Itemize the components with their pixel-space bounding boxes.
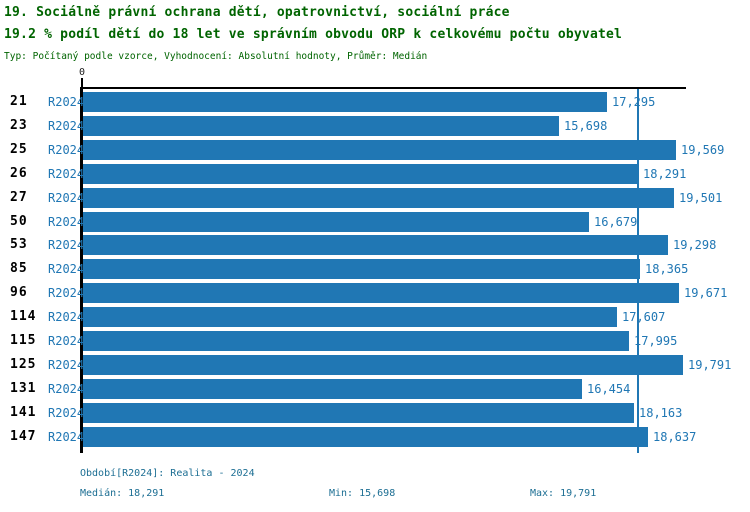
bar-value-label: 17,607 [622,310,666,324]
row-series-label: R2024 [48,95,85,109]
bar [83,164,638,184]
row-series-label: R2024 [48,430,85,444]
bar [83,235,668,255]
row-category-label: 27 [10,190,28,205]
bar [83,92,607,112]
bar [83,379,582,399]
bar [83,259,640,279]
row-series-label: R2024 [48,191,85,205]
x-axis-line [81,87,686,89]
row-category-label: 85 [10,261,28,276]
bar-value-label: 18,365 [645,262,689,276]
row-series-label: R2024 [48,358,85,372]
row-category-label: 50 [10,214,28,229]
row-series-label: R2024 [48,334,85,348]
bar [83,427,648,447]
row-series-label: R2024 [48,119,85,133]
bar [83,307,617,327]
row-category-label: 141 [10,405,37,420]
row-category-label: 21 [10,94,28,109]
row-series-label: R2024 [48,167,85,181]
bar [83,283,679,303]
row-category-label: 53 [10,237,28,252]
bar-value-label: 16,454 [587,382,631,396]
bar-value-label: 19,501 [679,191,723,205]
row-category-label: 131 [10,381,37,396]
bar-value-label: 15,698 [564,119,608,133]
row-series-label: R2024 [48,310,85,324]
bar [83,212,589,232]
bar [83,116,559,136]
footer-min: Min: 15,698 [329,488,396,499]
bar-value-label: 18,163 [639,406,683,420]
footer-period: Období[R2024]: Realita - 2024 [80,468,255,479]
bar [83,355,683,375]
row-series-label: R2024 [48,406,85,420]
footer-median: Medián: 18,291 [80,488,165,499]
bar-value-label: 18,637 [653,430,697,444]
row-category-label: 23 [10,118,28,133]
bar [83,403,634,423]
report-meta: Typ: Počítaný podle vzorce, Vyhodnocení:… [4,51,428,62]
row-series-label: R2024 [48,286,85,300]
row-category-label: 25 [10,142,28,157]
x-axis-tick [81,78,83,88]
bar-value-label: 16,679 [594,215,638,229]
bar-value-label: 19,671 [684,286,728,300]
bar-value-label: 19,298 [673,238,717,252]
y-axis-line [80,87,83,453]
bar-value-label: 17,295 [612,95,656,109]
row-category-label: 26 [10,166,28,181]
bar-value-label: 19,791 [688,358,732,372]
bar [83,188,674,208]
row-category-label: 96 [10,285,28,300]
bar [83,331,629,351]
x-axis-tick-label: 0 [78,67,86,78]
report-subtitle: 19.2 % podíl dětí do 18 let ve správním … [4,27,623,42]
row-series-label: R2024 [48,262,85,276]
footer-max: Max: 19,791 [530,488,597,499]
bar-value-label: 19,569 [681,143,725,157]
row-series-label: R2024 [48,215,85,229]
row-series-label: R2024 [48,238,85,252]
report-title: 19. Sociálně právní ochrana dětí, opatro… [4,5,510,20]
row-series-label: R2024 [48,382,85,396]
row-category-label: 125 [10,357,37,372]
bar [83,140,676,160]
bar-value-label: 17,995 [634,334,678,348]
row-category-label: 114 [10,309,37,324]
bar-value-label: 18,291 [643,167,687,181]
row-category-label: 147 [10,429,37,444]
row-series-label: R2024 [48,143,85,157]
row-category-label: 115 [10,333,37,348]
